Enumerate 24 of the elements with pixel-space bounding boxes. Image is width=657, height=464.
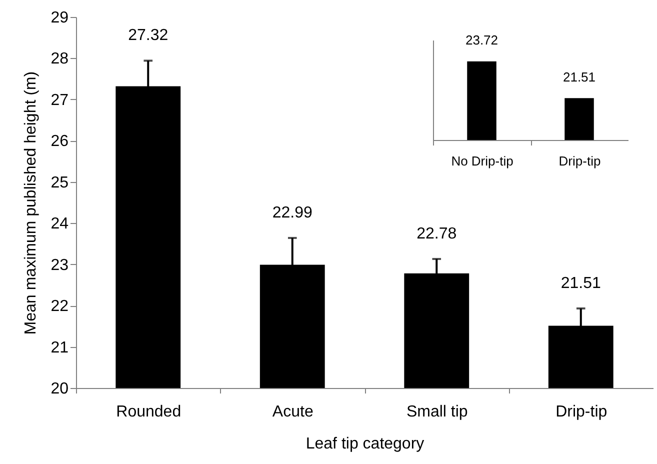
data-label: 22.78	[416, 225, 457, 242]
y-tick-label: 28	[50, 50, 69, 68]
y-tick-label: 24	[50, 216, 69, 233]
y-tick-label: 29	[50, 10, 69, 26]
y-tick-label: 26	[50, 133, 69, 150]
x-axis-title: Leaf tip category	[306, 436, 424, 452]
y-tick-label: 21	[50, 339, 69, 356]
x-tick-label: Drip-tip	[556, 404, 608, 420]
data-label: 21.51	[560, 274, 601, 292]
x-tick-label: Small tip	[406, 404, 468, 420]
data-label: 22.99	[272, 204, 312, 222]
data-label: 23.72	[465, 32, 498, 48]
x-tick-label: Drip-tip	[558, 154, 601, 168]
y-tick-label: 22	[50, 298, 69, 316]
x-tick-label: No Drip-tip	[451, 154, 514, 168]
y-tick-label: 25	[50, 174, 69, 192]
data-label: 27.32	[128, 27, 168, 44]
y-tick-label: 20	[50, 380, 69, 398]
x-tick-label: Rounded	[116, 404, 182, 420]
x-tick-label: Acute	[272, 404, 314, 420]
data-label: 21.51	[562, 69, 596, 84]
y-tick-label: 27	[50, 92, 69, 109]
y-tick-label: 23	[50, 256, 69, 274]
y-axis-title: Mean maximum published height (m)	[22, 71, 40, 335]
